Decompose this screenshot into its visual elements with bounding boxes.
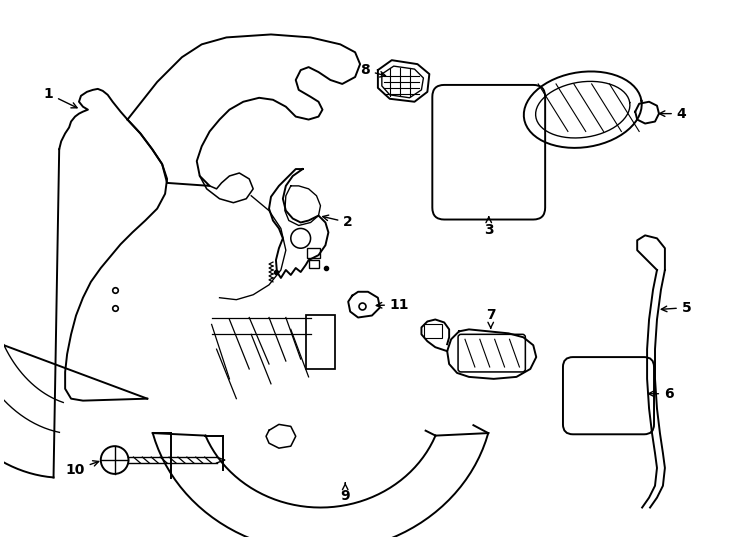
Text: 5: 5 [661,301,691,315]
Text: 1: 1 [43,87,77,108]
Text: 6: 6 [648,387,674,401]
Text: 7: 7 [486,308,495,328]
Text: 3: 3 [484,217,493,238]
Text: 9: 9 [341,483,350,503]
Text: 2: 2 [323,215,353,230]
Text: 8: 8 [360,63,385,77]
Text: 11: 11 [377,298,410,312]
Text: 10: 10 [65,461,98,477]
Text: 4: 4 [659,106,686,120]
